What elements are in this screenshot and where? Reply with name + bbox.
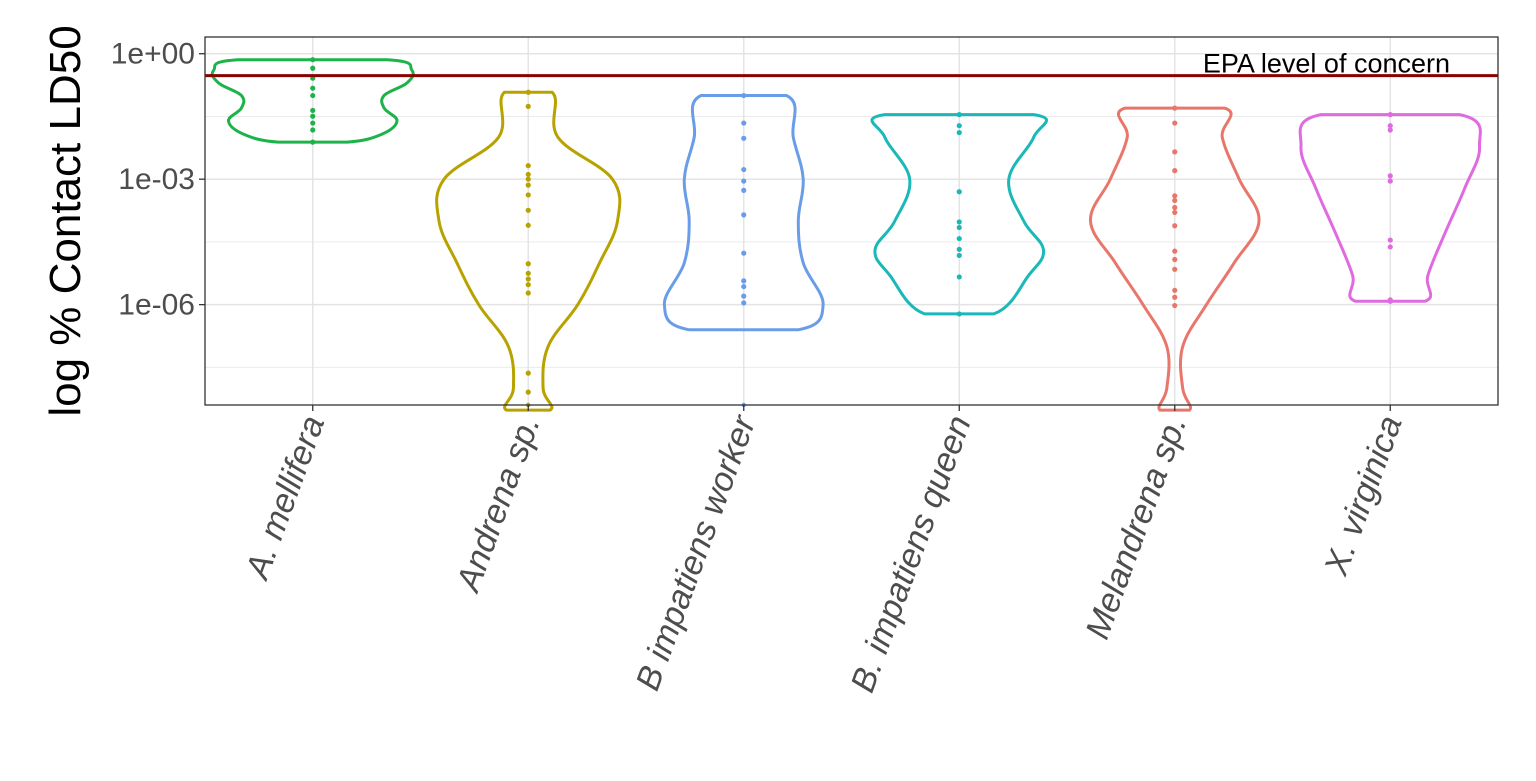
data-point (525, 370, 531, 376)
data-point (956, 274, 962, 280)
data-point (1172, 266, 1178, 272)
data-point (525, 103, 531, 110)
data-point (741, 178, 747, 184)
data-point (525, 290, 531, 296)
data-point (310, 139, 316, 145)
data-point (1172, 287, 1178, 293)
violin-3 (870, 113, 1049, 316)
data-point (956, 252, 962, 259)
y-axis-ticks: 1e+00 1e-03 1e-06 (111, 38, 205, 322)
y-axis-title: log % Contact LD50 (41, 25, 90, 416)
y-tick-label: 1e-06 (118, 289, 195, 322)
data-point (525, 176, 531, 182)
data-point (1172, 149, 1178, 155)
data-point (525, 270, 531, 276)
epa-annotation: EPA level of concern (1203, 49, 1450, 79)
data-point (741, 300, 747, 306)
data-point (956, 311, 962, 317)
data-point (741, 92, 747, 99)
data-point (956, 224, 962, 231)
violin-4 (1088, 106, 1261, 412)
data-point (1172, 197, 1178, 204)
data-point (1387, 237, 1393, 243)
data-point (310, 107, 316, 114)
data-point (741, 212, 747, 218)
data-point (1387, 112, 1393, 118)
data-point (741, 187, 747, 193)
data-point (956, 219, 962, 225)
data-point (1172, 105, 1178, 111)
data-point (1387, 123, 1393, 129)
data-point (1387, 298, 1393, 304)
data-point (741, 166, 747, 173)
data-point (525, 207, 531, 213)
data-point (310, 92, 316, 99)
data-point (1387, 127, 1393, 133)
data-point (956, 189, 962, 195)
data-point (525, 276, 531, 282)
panel-border (204, 36, 1499, 406)
data-point (741, 278, 747, 284)
data-point (525, 192, 531, 198)
y-tick-label: 1e+00 (111, 38, 195, 71)
data-point (1387, 178, 1393, 184)
data-point (525, 163, 531, 169)
data-point (1172, 248, 1178, 254)
violins (210, 57, 1482, 412)
data-point (1172, 209, 1178, 216)
data-point (956, 123, 962, 129)
data-point (310, 57, 316, 63)
data-point (1172, 294, 1178, 300)
data-point (525, 171, 531, 178)
data-point (1172, 168, 1178, 174)
data-point (1387, 173, 1393, 179)
data-point (525, 282, 531, 288)
data-point (310, 127, 316, 133)
violin-1 (435, 90, 622, 412)
data-point (741, 250, 747, 256)
data-point (741, 293, 747, 299)
data-point (956, 246, 962, 252)
data-point (741, 120, 747, 126)
data-point (1172, 204, 1178, 211)
data-point (1172, 256, 1178, 263)
data-point (310, 120, 316, 126)
data-point (525, 89, 531, 95)
data-point (956, 129, 962, 136)
data-point (1172, 302, 1178, 309)
data-point (525, 182, 531, 188)
data-point (310, 65, 316, 71)
violin-5 (1298, 113, 1482, 303)
data-point (956, 112, 962, 118)
y-tick-label: 1e-03 (118, 163, 195, 196)
data-point (956, 235, 962, 242)
data-point (310, 85, 316, 91)
data-point (525, 261, 531, 267)
data-point (525, 389, 531, 395)
data-point (741, 283, 747, 290)
violin-2 (662, 94, 825, 332)
data-point (525, 222, 531, 228)
violin-0 (210, 58, 415, 144)
data-point (1172, 193, 1178, 199)
data-point (310, 113, 316, 119)
data-point (1387, 244, 1393, 250)
data-point (1172, 223, 1178, 229)
data-point (741, 135, 747, 141)
reference-line-group: EPA level of concern (205, 49, 1498, 79)
data-point (1172, 120, 1178, 126)
